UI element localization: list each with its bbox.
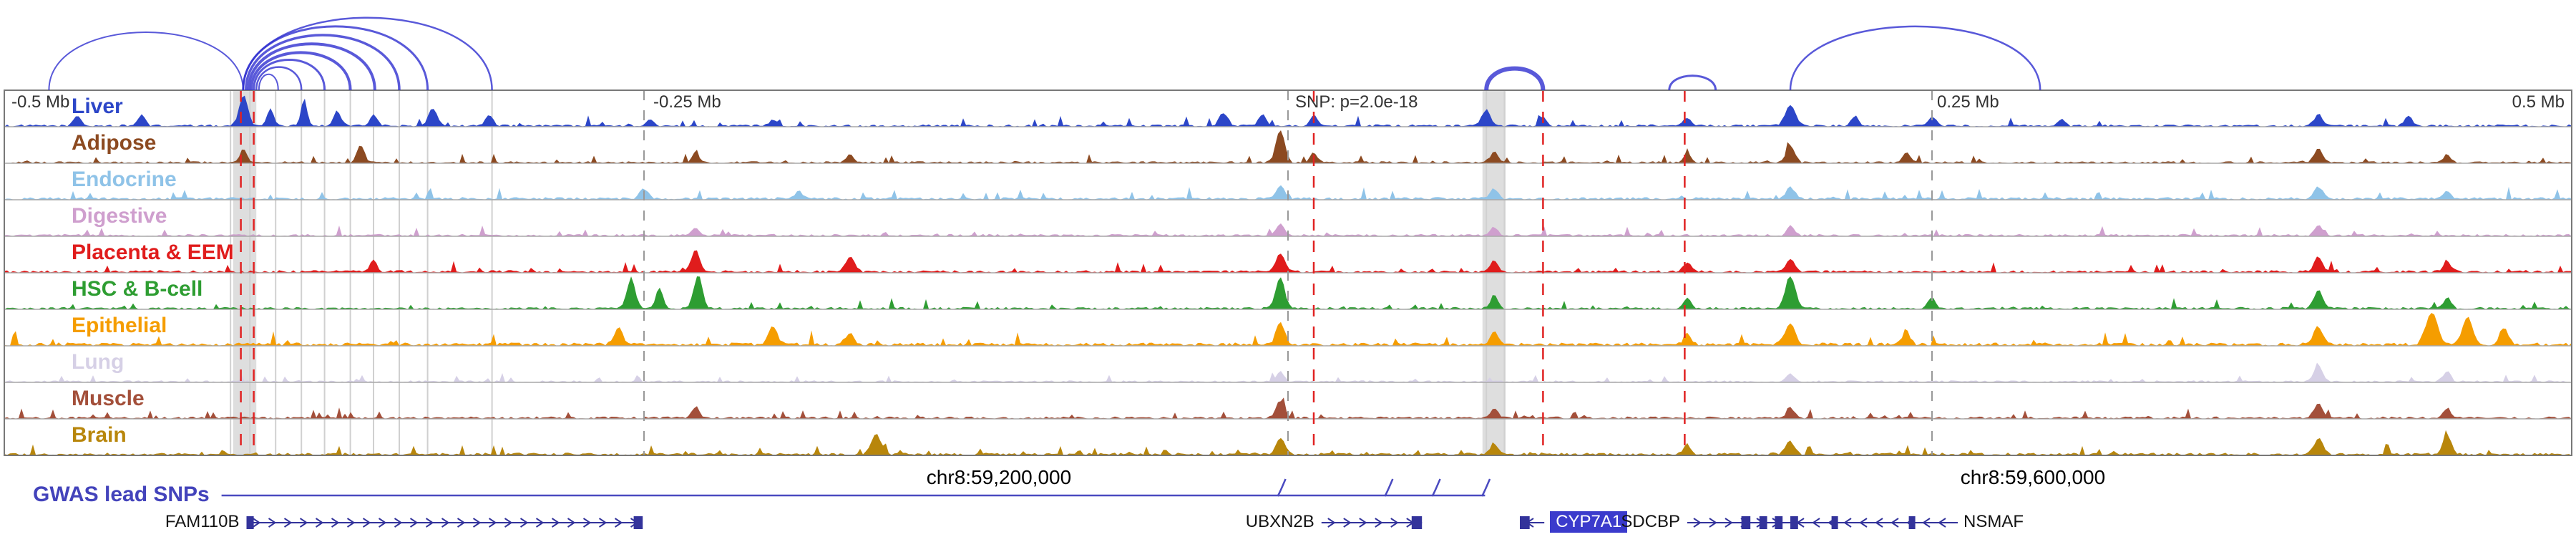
gene-strand-arrow [425,518,434,528]
gene-exon [1759,516,1767,529]
gene-strand-arrow [1922,518,1931,528]
gene-exon [633,516,643,529]
interaction-arc [1484,66,1546,91]
plot-border [4,90,2572,456]
snp-tick [1277,478,1287,497]
track-label-muscle: Muscle [72,387,145,410]
track-signal-liver [4,95,2572,127]
track-label-liver: Liver [72,95,123,118]
snp-tick [1480,478,1491,497]
gene-strand-arrow [1843,518,1852,528]
gene-label-sdcbp: SDCBP [1621,512,1680,531]
gene-strand-arrow [1693,518,1702,528]
gene-exon [1908,516,1916,529]
interaction-arc [242,25,429,91]
gene-strand-arrow [519,518,529,528]
gene-strand-arrow [1875,518,1883,528]
gene-strand-arrow [394,518,403,528]
track-label-adipose: Adipose [72,131,157,155]
gene-exon [1520,516,1530,529]
track-label-endocrine: Endocrine [72,168,177,191]
interaction-arc [253,59,326,91]
gene-label-cyp7a1: CYP7A1 [1550,511,1628,533]
gene-strand-arrow [283,518,293,528]
interaction-arc [255,66,303,91]
track-label-epithelial: Epithelial [72,314,167,337]
gene-strand-arrow [535,518,545,528]
interaction-arc [258,73,279,91]
gene-strand-arrow [1375,518,1383,528]
track-label-digestive: Digestive [72,204,167,228]
coordinate-label-left: chr8:59,200,000 [926,466,1072,488]
track-signal-placenta-eem [4,250,2572,273]
gene-strand-arrow [598,518,608,528]
interaction-arc [1668,74,1717,91]
gene-strand-arrow [551,518,560,528]
gene-strand-arrow [1359,518,1367,528]
interaction-arc [1789,25,2041,91]
track-label-hsc-b-cell: HSC & B-cell [72,277,203,301]
gene-strand-arrow [299,518,308,528]
gene-strand-arrow [488,518,497,528]
ruler-label-1: -0.25 Mb [653,92,721,112]
interaction-arc [245,34,401,91]
ruler-label-3: 0.25 Mb [1937,92,1999,112]
gene-strand-arrow [1709,518,1717,528]
track-label-lung: Lung [72,350,125,374]
interaction-arc [48,32,244,91]
gene-strand-arrow [268,518,277,528]
gene-strand-arrow [1327,518,1336,528]
gene-strand-arrow [1390,518,1399,528]
gene-strand-arrow [457,518,466,528]
interaction-arc [250,51,352,91]
gene-exon [246,516,254,529]
gene-label-ubxn2b: UBXN2B [1245,512,1314,531]
ruler-label-2: SNP: p=2.0e-18 [1295,92,1418,112]
gene-strand-arrow [346,518,356,528]
gene-strand-arrow [409,518,419,528]
gene-strand-arrow [1812,518,1820,528]
gene-strand-arrow [614,518,623,528]
track-signal-lung [4,362,2572,382]
gene-strand-arrow [1859,518,1868,528]
gene-strand-arrow [1890,518,1899,528]
gene-strand-arrow [1724,518,1733,528]
gene-strand-arrow [1938,518,1946,528]
gene-strand-arrow [362,518,371,528]
track-label-placenta-eem: Placenta & EEM [72,241,234,264]
interaction-arc [247,42,376,91]
gene-strand-arrow [567,518,576,528]
gene-strand-arrow [582,518,592,528]
gene-label-nsmaf: NSMAF [1963,512,2024,531]
gene-strand-arrow [331,518,340,528]
gene-exon [1411,516,1423,529]
track-signal-brain [4,430,2572,455]
gene-strand-arrow [315,518,324,528]
snp-tick [1431,478,1441,497]
track-signal-endocrine [4,185,2572,200]
gene-strand-arrow [504,518,513,528]
gene-exon [1775,516,1783,529]
gene-exon [1831,516,1838,529]
gene-strand-arrow [441,518,450,528]
track-label-brain: Brain [72,423,127,447]
gwas-lead-snps-label: GWAS lead SNPs [33,483,210,506]
gene-strand-arrow [252,518,261,528]
gene-strand-arrow [378,518,387,528]
snp-tick [1384,478,1394,497]
gene-strand-arrow [1343,518,1352,528]
gene-exon [1741,516,1751,529]
gene-strand-arrow [472,518,482,528]
ruler-label-0: -0.5 Mb [11,92,70,112]
coordinate-label-right: chr8:59,600,000 [1960,466,2106,488]
ruler-label-4: 0.5 Mb [2512,92,2565,112]
gene-label-fam110b: FAM110B [165,512,240,531]
track-signal-hsc-b-cell [4,276,2572,309]
gene-exon [1790,516,1798,529]
